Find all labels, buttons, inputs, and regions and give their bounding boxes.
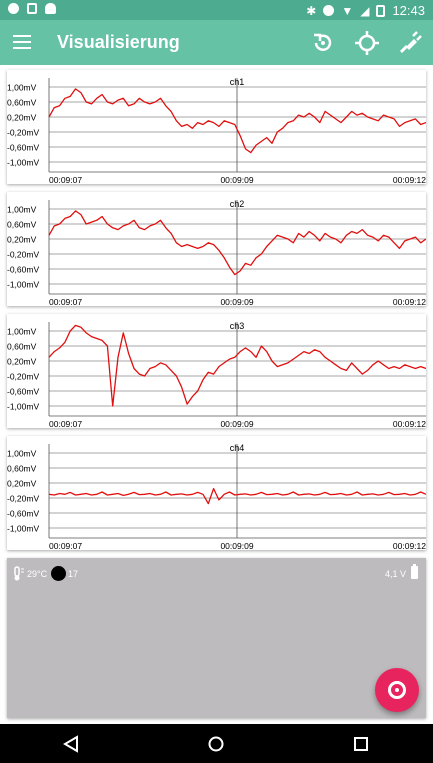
chart-title: ch2 <box>230 199 245 209</box>
plug-icon[interactable] <box>397 30 423 56</box>
series-line <box>48 210 426 276</box>
x-tick-label: 00:09:12 <box>393 419 426 428</box>
wifi-icon: ▼ <box>341 3 354 18</box>
status-time: 12:43 <box>392 3 425 18</box>
signal-icon: ◢ <box>360 3 370 18</box>
connection-indicator <box>51 566 66 581</box>
x-tick-label: 00:09:07 <box>49 541 82 550</box>
y-tick-label: 1,00mV <box>7 327 37 337</box>
bluetooth-icon: ✱ <box>306 3 317 18</box>
chart-card-ch2[interactable]: 1,00mV 0,60mV 0,20mV -0,20mV -0,60mV -1,00mV c… <box>7 192 426 306</box>
y-tick-label: 0,20mV <box>7 357 37 367</box>
y-tick-label: 0,60mV <box>7 220 37 230</box>
x-tick-label: 00:09:07 <box>49 175 82 184</box>
record-button[interactable] <box>375 668 419 712</box>
chart-ch4: 1,00mV 0,60mV 0,20mV -0,20mV -0,60mV -1,00mV c… <box>7 443 426 550</box>
navigation-bar <box>0 724 433 763</box>
target-icon[interactable] <box>354 30 380 56</box>
x-tick-label: 00:09:09 <box>220 175 253 184</box>
y-tick-label: -0,20mV <box>7 250 39 260</box>
chart-ch2: 1,00mV 0,60mV 0,20mV -0,20mV -0,60mV -1,00mV c… <box>7 199 426 306</box>
series-line <box>48 88 426 154</box>
x-tick-label: 00:09:07 <box>49 297 82 306</box>
thermometer-icon <box>14 566 24 581</box>
do-not-disturb-icon <box>323 5 335 16</box>
y-tick-label: 1,00mV <box>7 449 37 459</box>
y-tick-label: -1,00mV <box>7 524 39 534</box>
device-status-panel: 29°C 17 4,1 V <box>7 558 426 718</box>
voltage-value: 4,1 V <box>384 569 406 579</box>
y-tick-label: 0,20mV <box>7 113 37 123</box>
x-tick-label: 00:09:12 <box>393 175 426 184</box>
y-tick-label: -0,60mV <box>7 265 39 275</box>
y-tick-label: -1,00mV <box>7 402 39 412</box>
y-tick-label: 0,20mV <box>7 235 37 245</box>
home-icon[interactable] <box>207 735 225 753</box>
y-tick-label: -0,60mV <box>7 143 39 153</box>
y-tick-label: -0,60mV <box>7 509 39 519</box>
chart-card-ch3[interactable]: 1,00mV 0,60mV 0,20mV -0,20mV -0,60mV -1,00mV c… <box>7 314 426 428</box>
temperature-readout: 29°C <box>11 566 47 581</box>
temperature-value: 29°C <box>27 568 48 579</box>
y-tick-label: 1,00mV <box>7 205 37 215</box>
chart-card-ch1[interactable]: 1,00mV 0,60mV 0,20mV -0,20mV -0,60mV -1,00mV c… <box>7 70 426 184</box>
y-tick-label: 1,00mV <box>7 83 37 93</box>
battery-icon <box>411 564 418 579</box>
x-tick-label: 00:09:07 <box>49 419 82 428</box>
android-icon <box>45 3 56 14</box>
chart-ch3: 1,00mV 0,60mV 0,20mV -0,20mV -0,60mV -1,00mV c… <box>7 321 426 428</box>
page-title: Visualisierung <box>57 32 180 52</box>
y-tick-label: -1,00mV <box>7 280 39 290</box>
app-bar: Visualisierung <box>0 20 433 65</box>
chart-ch1: 1,00mV 0,60mV 0,20mV -0,20mV -0,60mV -1,00mV c… <box>7 77 426 184</box>
chart-title: ch3 <box>230 321 245 331</box>
count-value: 17 <box>68 569 79 579</box>
y-tick-label: -0,20mV <box>7 372 39 382</box>
status-bar: ✱ ▼ ◢ 12:43 <box>0 0 433 20</box>
chrome-dino-icon <box>8 3 19 14</box>
y-tick-label: -0,20mV <box>7 494 39 504</box>
back-icon[interactable] <box>62 735 80 753</box>
y-tick-label: 0,20mV <box>7 479 37 489</box>
x-tick-label: 00:09:09 <box>220 297 253 306</box>
y-tick-label: 0,60mV <box>7 464 37 474</box>
x-tick-label: 00:09:09 <box>220 419 253 428</box>
series-line <box>48 487 426 505</box>
battery-icon <box>376 4 386 17</box>
y-tick-label: -0,20mV <box>7 128 39 138</box>
chart-title: ch1 <box>230 77 245 87</box>
y-tick-label: -0,60mV <box>7 387 39 397</box>
y-tick-label: 0,60mV <box>7 98 37 108</box>
x-tick-label: 00:09:09 <box>220 541 253 550</box>
recents-icon[interactable] <box>352 735 370 753</box>
chart-title: ch4 <box>230 443 245 453</box>
menu-icon[interactable] <box>13 32 31 52</box>
x-tick-label: 00:09:12 <box>393 297 426 306</box>
lock-icon <box>27 3 37 14</box>
series-line <box>48 324 426 407</box>
x-tick-label: 00:09:12 <box>393 541 426 550</box>
reset-icon[interactable] <box>310 30 336 56</box>
y-tick-label: -1,00mV <box>7 158 39 168</box>
chart-card-ch4[interactable]: 1,00mV 0,60mV 0,20mV -0,20mV -0,60mV -1,00mV c… <box>7 436 426 550</box>
y-tick-label: 0,60mV <box>7 342 37 352</box>
